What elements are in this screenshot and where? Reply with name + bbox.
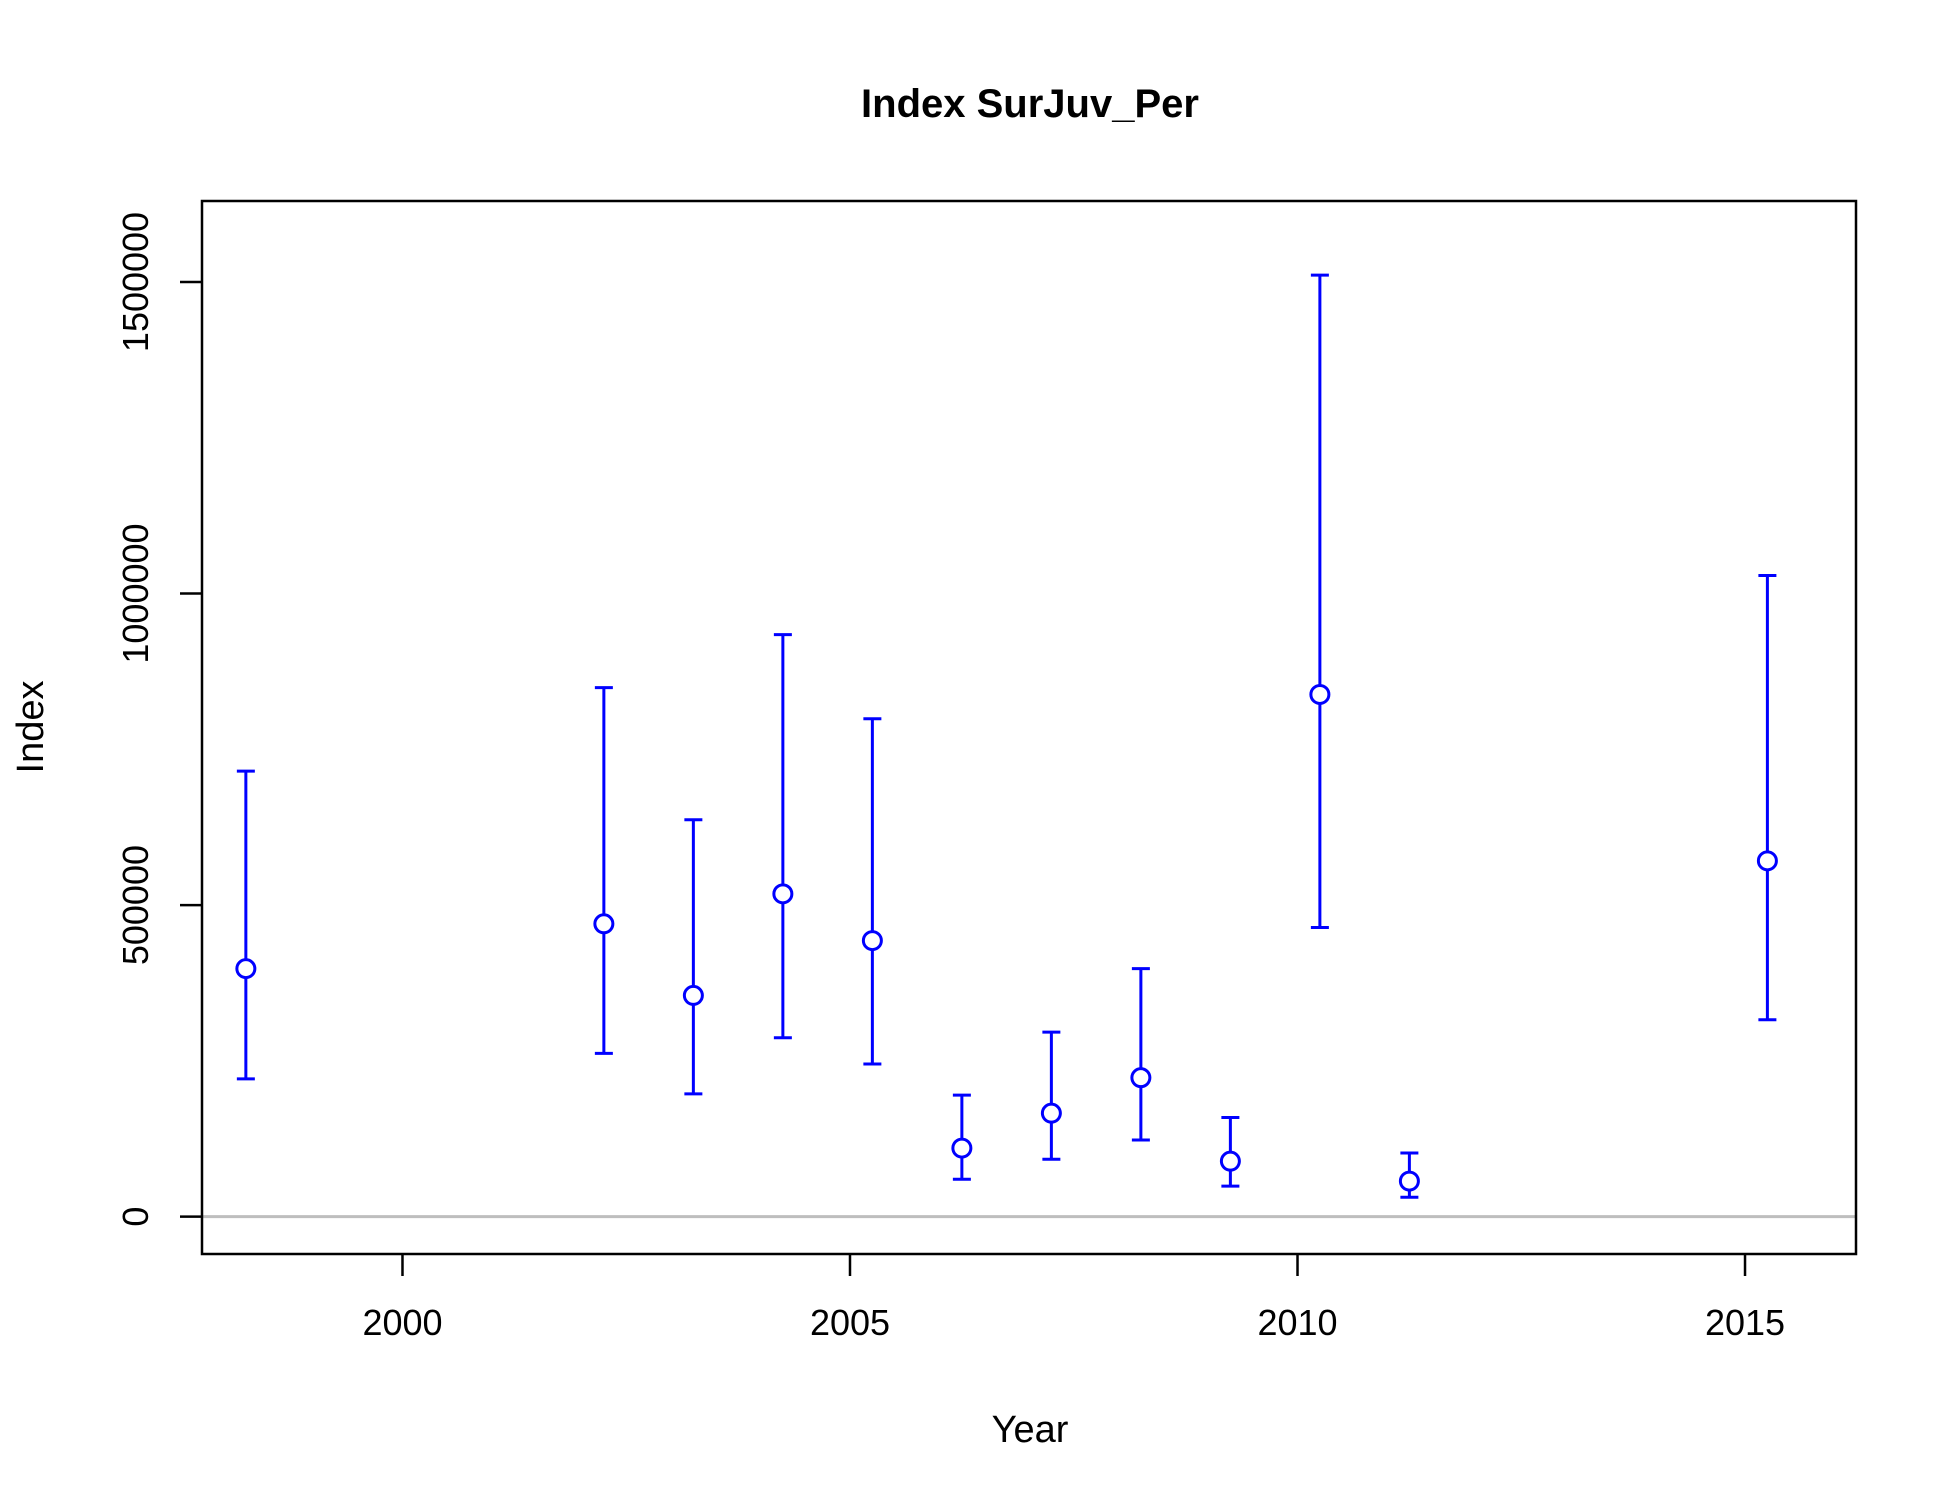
data-point — [1309, 683, 1331, 705]
data-point — [1130, 1067, 1152, 1089]
x-tick-label: 2005 — [810, 1302, 890, 1343]
x-tick-label: 2010 — [1257, 1302, 1337, 1343]
data-point — [1040, 1102, 1062, 1124]
y-tick-label: 1500000 — [115, 212, 156, 352]
y-tick-label: 0 — [115, 1207, 156, 1227]
y-tick-label: 500000 — [115, 845, 156, 965]
data-point — [1219, 1150, 1241, 1172]
plot-frame — [200, 199, 1858, 1256]
chart-title: Index SurJuv_Per — [861, 82, 1199, 126]
data-point — [861, 930, 883, 952]
x-tick-label: 2000 — [362, 1302, 442, 1343]
data-point — [772, 883, 794, 905]
data-point — [1756, 850, 1778, 872]
y-tick-label: 1000000 — [115, 523, 156, 663]
data-point — [682, 984, 704, 1006]
data-point — [951, 1137, 973, 1159]
y-axis-label: Index — [10, 681, 52, 774]
data-point — [1398, 1170, 1420, 1192]
data-point — [235, 958, 257, 980]
x-axis-label: Year — [992, 1409, 1069, 1451]
x-tick-label: 2015 — [1705, 1302, 1785, 1343]
plot-area: 2000 2005 2010 2015 0 500000 1000000 1500000 — [115, 199, 1858, 1343]
data-point — [593, 913, 615, 935]
